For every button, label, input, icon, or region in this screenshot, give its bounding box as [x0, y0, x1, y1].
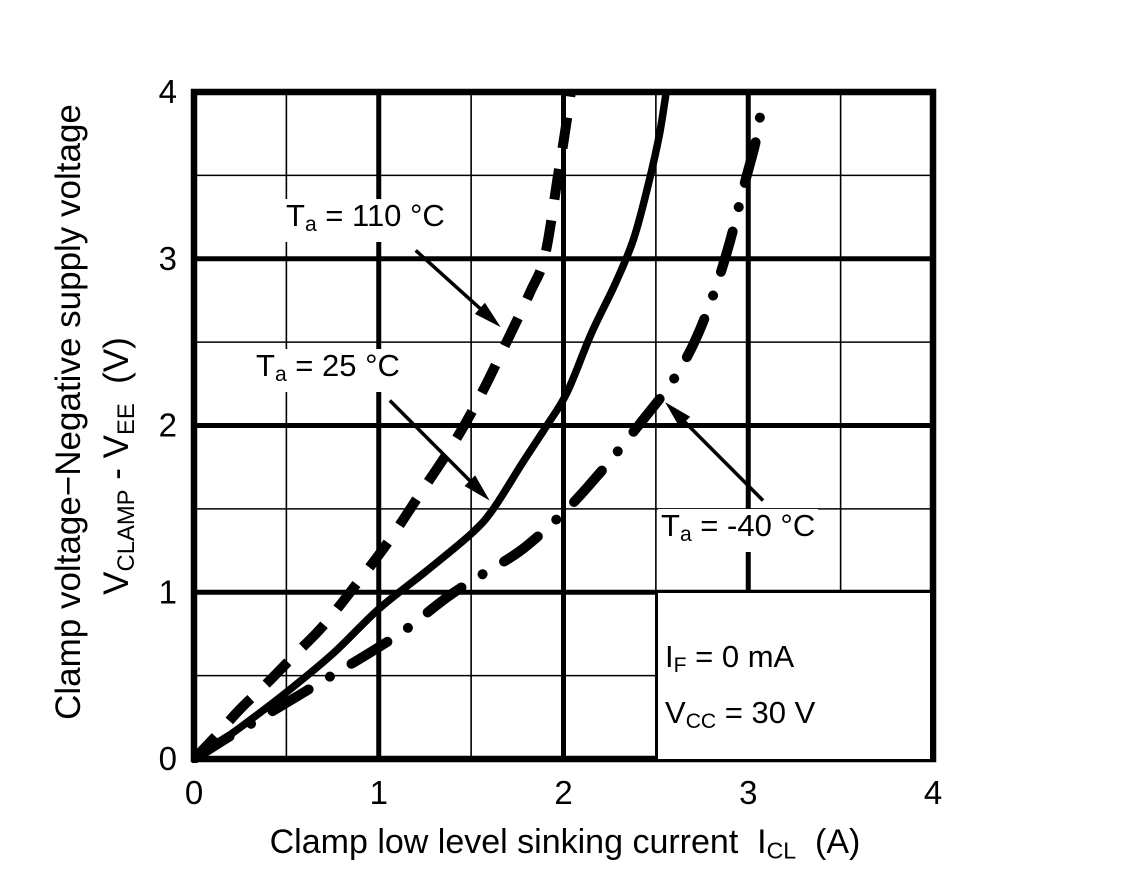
- x-tick-label-3: 3: [739, 774, 757, 811]
- y-axis-title-line1: Clamp voltage−Negative supply voltage: [49, 104, 88, 720]
- x-tick-label-2: 2: [554, 774, 572, 811]
- x-tick-label-1: 1: [370, 774, 388, 811]
- y-tick-label-1: 1: [159, 573, 177, 610]
- y-axis-symbol-subscript: CLAMP: [112, 489, 140, 572]
- grid-major: [194, 92, 933, 759]
- condition-supply-voltage: VCC = 30 V: [665, 695, 816, 734]
- y-tick-label-2: 2: [159, 407, 177, 444]
- y-axis-symbol2-subscript: EE: [112, 403, 140, 436]
- annotation-arrows: [388, 249, 765, 502]
- tick-labels: 0 1 2 3 4 0 1 2 3 4: [159, 73, 943, 811]
- x-axis-title: Clamp low level sinking current ICL (A): [269, 823, 861, 864]
- conditions-box: IF = 0 mA VCC = 30 V: [655, 590, 933, 762]
- y-tick-label-3: 3: [159, 240, 177, 277]
- plot-border: [190, 88, 937, 763]
- series-arrowhead-2: [665, 402, 691, 428]
- series-label-ta-25: Ta = 25 °C: [253, 349, 403, 393]
- x-tick-label-4: 4: [924, 774, 942, 811]
- series-curve-1-solid: [192, 92, 671, 763]
- series-arrowhead-1: [464, 475, 490, 501]
- condition-forward-current: IF = 0 mA: [665, 639, 795, 678]
- x-axis-symbol-subscript: CL: [766, 837, 797, 864]
- series-curves: [192, 92, 767, 763]
- series-label-ta-minus40: Ta = -40 °C: [658, 509, 819, 553]
- y-tick-label-4: 4: [159, 73, 177, 110]
- series-curve-2-dashdot: [192, 103, 767, 763]
- series-arrow-line-1: [388, 399, 477, 488]
- series-label-ta-110: Ta = 110 °C: [283, 199, 448, 243]
- y-tick-label-0: 0: [159, 740, 177, 777]
- series-curve-0-dashed: [192, 92, 576, 763]
- series-arrowhead-0: [474, 302, 501, 328]
- series-arrow-line-0: [414, 249, 488, 316]
- x-tick-label-0: 0: [185, 774, 203, 811]
- y-axis-title-line2: VCLAMP - VEE (V): [97, 337, 140, 595]
- y-axis-symbol: V: [97, 571, 137, 595]
- series-arrow-line-2: [677, 415, 765, 502]
